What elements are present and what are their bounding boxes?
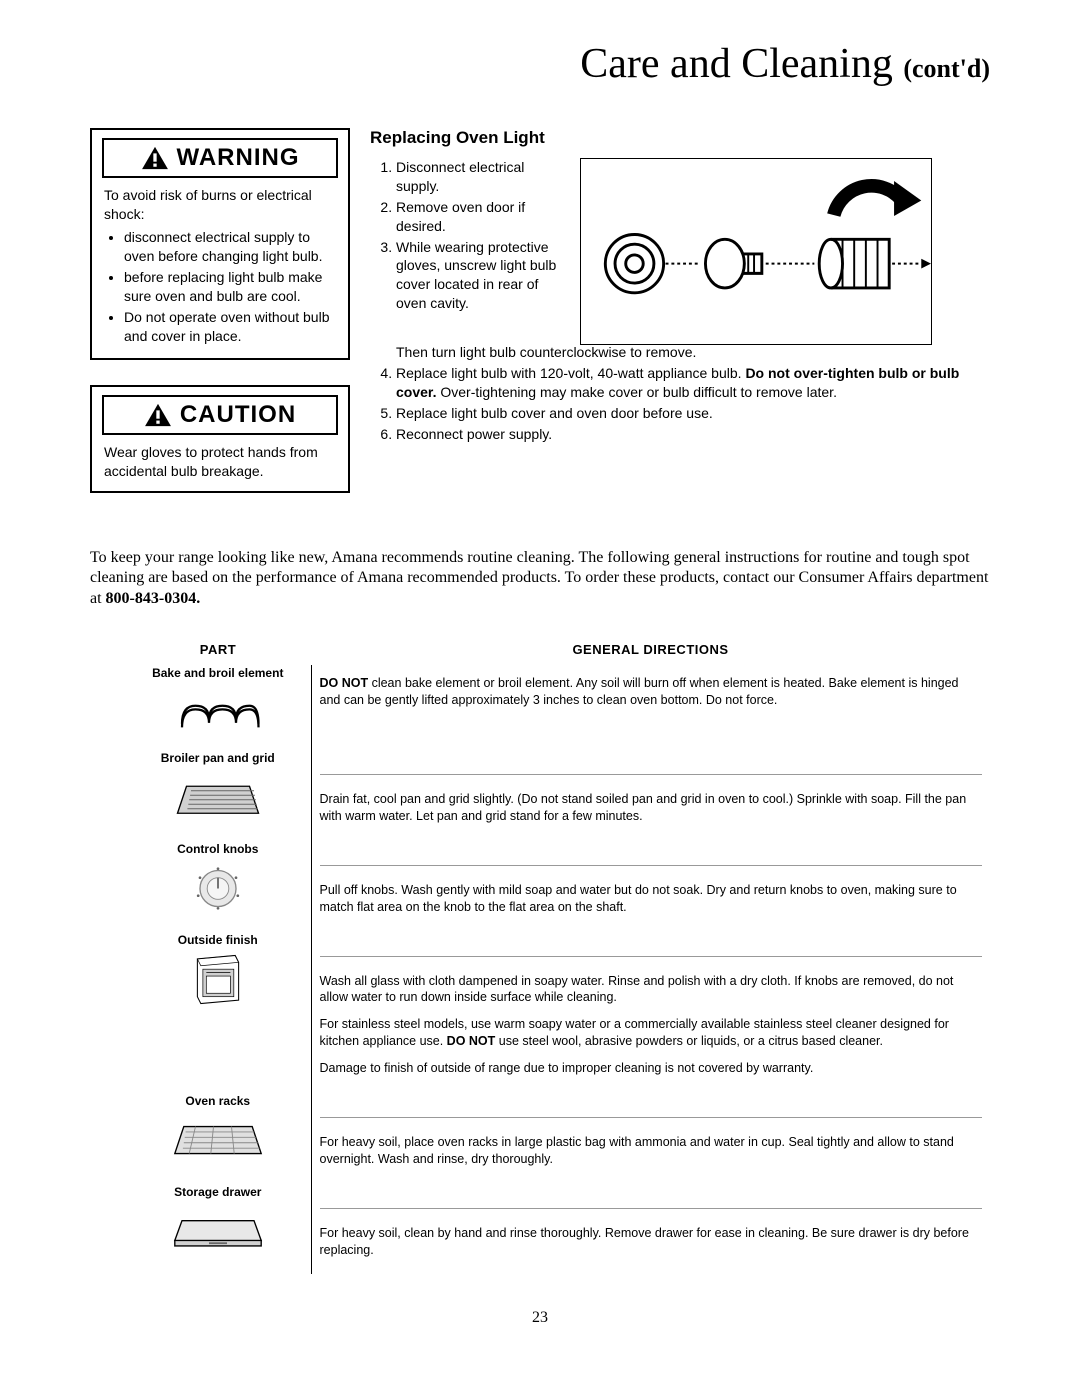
title-contd: (cont'd)	[903, 54, 990, 83]
part-name: Oven racks	[133, 1093, 303, 1109]
dir-cell: Drain fat, cool pan and grid slightly. (…	[311, 750, 990, 841]
bulb-diagram	[580, 158, 932, 345]
warning-bullets: disconnect electrical supply to oven bef…	[104, 228, 336, 345]
part-cell: Broiler pan and grid	[125, 750, 311, 841]
table-row: Outside finish Wash all glass with cloth…	[125, 932, 990, 1093]
warning-header: WARNING	[102, 138, 338, 178]
part-cell: Outside finish	[125, 932, 311, 1093]
warning-bullet: Do not operate oven without bulb and cov…	[124, 308, 336, 346]
steps-list-top: Disconnect electrical supply. Remove ove…	[370, 158, 570, 313]
part-name: Outside finish	[133, 932, 303, 948]
range-icon	[173, 952, 263, 1007]
part-cell: Storage drawer	[125, 1184, 311, 1275]
caution-header: CAUTION	[102, 395, 338, 435]
warning-box: WARNING To avoid risk of burns or electr…	[90, 128, 350, 360]
replacing-heading: Replacing Oven Light	[370, 128, 990, 148]
step: Replace light bulb cover and oven door b…	[396, 404, 990, 423]
caution-text: Wear gloves to protect hands from accide…	[104, 443, 336, 481]
col-part: PART	[125, 635, 311, 665]
steps-short: Disconnect electrical supply. Remove ove…	[370, 158, 570, 315]
bake-element-icon	[173, 685, 263, 740]
dir-cell: Wash all glass with cloth dampened in so…	[311, 932, 990, 1093]
dir-cell: Pull off knobs. Wash gently with mild so…	[311, 841, 990, 932]
broiler-pan-icon	[173, 770, 263, 825]
dir-cell: DO NOT clean bake element or broil eleme…	[311, 665, 990, 750]
right-column: Replacing Oven Light Disconnect electric…	[370, 128, 990, 518]
dir-cell: For heavy soil, place oven racks in larg…	[311, 1093, 990, 1184]
step: Replace light bulb with 120-volt, 40-wat…	[396, 364, 990, 402]
warning-label: WARNING	[177, 142, 300, 174]
part-cell: Bake and broil element	[125, 665, 311, 750]
caution-icon	[144, 403, 172, 427]
part-name: Bake and broil element	[133, 665, 303, 681]
left-column: WARNING To avoid risk of burns or electr…	[90, 128, 350, 518]
page-number: 23	[90, 1309, 990, 1327]
table-row: Oven racks For heavy soil, place oven ra…	[125, 1093, 990, 1184]
table-row: Storage drawer For heavy soil, clean by …	[125, 1184, 990, 1275]
oven-rack-icon	[173, 1113, 263, 1168]
warning-intro: To avoid risk of burns or electrical sho…	[104, 186, 336, 224]
part-cell: Control knobs	[125, 841, 311, 932]
top-section: WARNING To avoid risk of burns or electr…	[90, 128, 990, 518]
table-row: Control knobs Pull off knobs. Wash gentl…	[125, 841, 990, 932]
intro-paragraph: To keep your range looking like new, Ama…	[90, 548, 990, 610]
dir-cell: For heavy soil, clean by hand and rinse …	[311, 1184, 990, 1275]
warning-bullet: disconnect electrical supply to oven bef…	[124, 228, 336, 266]
table-row: Bake and broil element DO NOT clean bake…	[125, 665, 990, 750]
part-name: Broiler pan and grid	[133, 750, 303, 766]
table-row: Broiler pan and grid Drain fat, cool pan…	[125, 750, 990, 841]
steps-list-rest: Replace light bulb with 120-volt, 40-wat…	[370, 364, 990, 444]
part-name: Control knobs	[133, 841, 303, 857]
steps-remaining: Then turn light bulb counterclockwise to…	[370, 343, 990, 443]
step: While wearing protective gloves, unscrew…	[396, 238, 570, 314]
caution-box: CAUTION Wear gloves to protect hands fro…	[90, 385, 350, 493]
part-cell: Oven racks	[125, 1093, 311, 1184]
warning-icon	[141, 146, 169, 170]
part-name: Storage drawer	[133, 1184, 303, 1200]
control-knob-icon	[173, 861, 263, 916]
title-text: Care and Cleaning	[580, 41, 893, 87]
storage-drawer-icon	[173, 1204, 263, 1259]
step: Reconnect power supply.	[396, 425, 990, 444]
caution-label: CAUTION	[180, 399, 296, 431]
page-title: Care and Cleaning (cont'd)	[90, 40, 990, 88]
warning-bullet: before replacing light bulb make sure ov…	[124, 268, 336, 306]
step: Disconnect electrical supply.	[396, 158, 570, 196]
steps-wrap: Disconnect electrical supply. Remove ove…	[370, 158, 990, 345]
parts-table: PART GENERAL DIRECTIONS Bake and broil e…	[125, 635, 990, 1274]
step: Remove oven door if desired.	[396, 198, 570, 236]
col-directions: GENERAL DIRECTIONS	[311, 635, 990, 665]
